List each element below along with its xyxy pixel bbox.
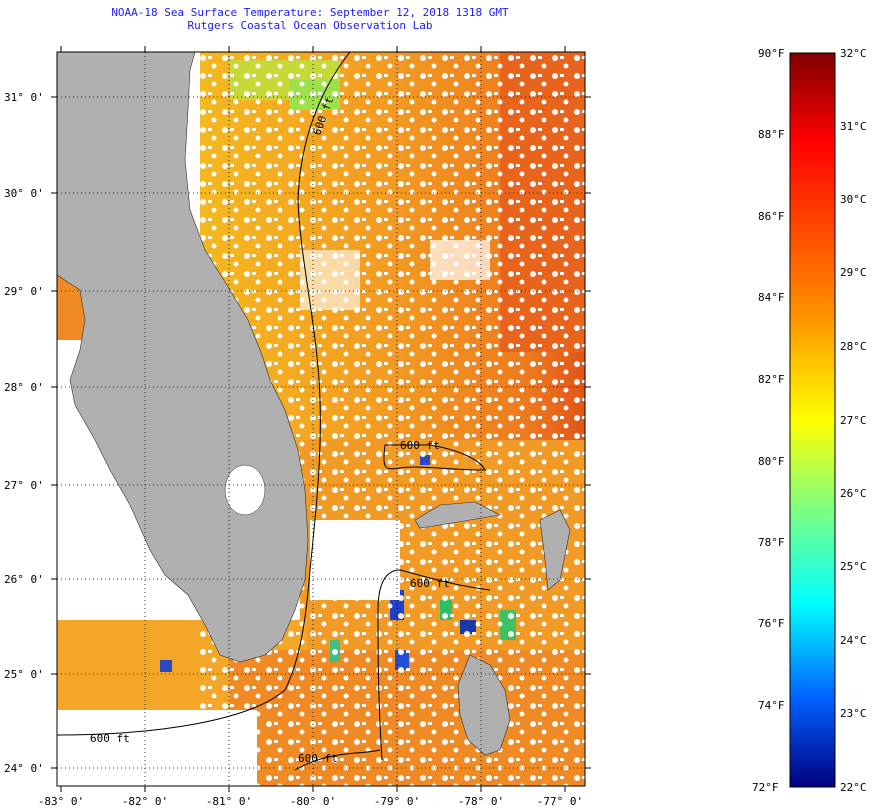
lat-label: 29° 0' [4,285,44,298]
celsius-label: 28°C [840,340,867,353]
lat-label: 31° 0' [4,91,44,104]
abaco [539,509,571,591]
colorbar-fahrenheit-labels: 90°F 88°F 86°F 84°F 82°F 80°F 78°F 76°F … [752,47,785,794]
fahrenheit-label: 86°F [758,210,785,223]
colorbar: 90°F 88°F 86°F 84°F 82°F 80°F 78°F 76°F … [752,47,867,794]
lon-label: -78° 0' [458,795,504,808]
lat-label: 24° 0' [4,762,44,775]
isobath-label: 600 ft [90,732,130,745]
fahrenheit-label: 90°F [758,47,785,60]
grand-bahama [414,501,501,529]
celsius-label: 27°C [840,414,867,427]
lon-labels: -83° 0' -82° 0' -81° 0' -80° 0' -79° 0' … [38,795,583,808]
celsius-label: 29°C [840,266,867,279]
lat-labels: 31° 0' 30° 0' 29° 0' 28° 0' 27° 0' 26° 0… [4,91,44,775]
lon-label: -83° 0' [38,795,84,808]
celsius-label: 25°C [840,560,867,573]
andros-island [457,654,511,756]
isobath-label: 600 ft [400,439,440,452]
fahrenheit-label: 78°F [758,536,785,549]
axis-ticks [51,46,591,792]
fahrenheit-label: 74°F [758,699,785,712]
isobath-contours [57,52,491,771]
fahrenheit-label: 88°F [758,128,785,141]
fahrenheit-label: 72°F [752,781,779,794]
lon-label: -80° 0' [290,795,336,808]
celsius-label: 24°C [840,634,867,647]
fahrenheit-label: 84°F [758,291,785,304]
lat-label: 30° 0' [4,187,44,200]
colorbar-gradient [789,52,836,788]
colorbar-celsius-labels: 32°C 31°C 30°C 29°C 28°C 27°C 26°C 25°C … [840,47,867,794]
celsius-label: 31°C [840,120,867,133]
lon-label: -81° 0' [206,795,252,808]
celsius-label: 32°C [840,47,867,60]
map-frame [56,51,586,787]
fahrenheit-label: 82°F [758,373,785,386]
lat-label: 28° 0' [4,381,44,394]
isobath-label: 600 ft [410,577,450,590]
map-plot-area [57,52,585,786]
lat-label: 27° 0' [4,479,44,492]
graticule [57,52,585,786]
lon-label: -77° 0' [537,795,583,808]
map-title: NOAA-18 Sea Surface Temperature: Septemb… [111,6,509,19]
lat-label: 26° 0' [4,573,44,586]
celsius-label: 22°C [840,781,867,794]
celsius-label: 26°C [840,487,867,500]
map-subtitle: Rutgers Coastal Ocean Observation Lab [187,19,433,32]
lat-label: 25° 0' [4,668,44,681]
celsius-label: 23°C [840,707,867,720]
fahrenheit-label: 80°F [758,455,785,468]
isobath-label: 600 ft [298,752,338,765]
lake-okeechobee [224,464,266,516]
lon-label: -82° 0' [122,795,168,808]
fahrenheit-label: 76°F [758,617,785,630]
sst-field [57,52,585,786]
celsius-label: 30°C [840,193,867,206]
lon-label: -79° 0' [374,795,420,808]
